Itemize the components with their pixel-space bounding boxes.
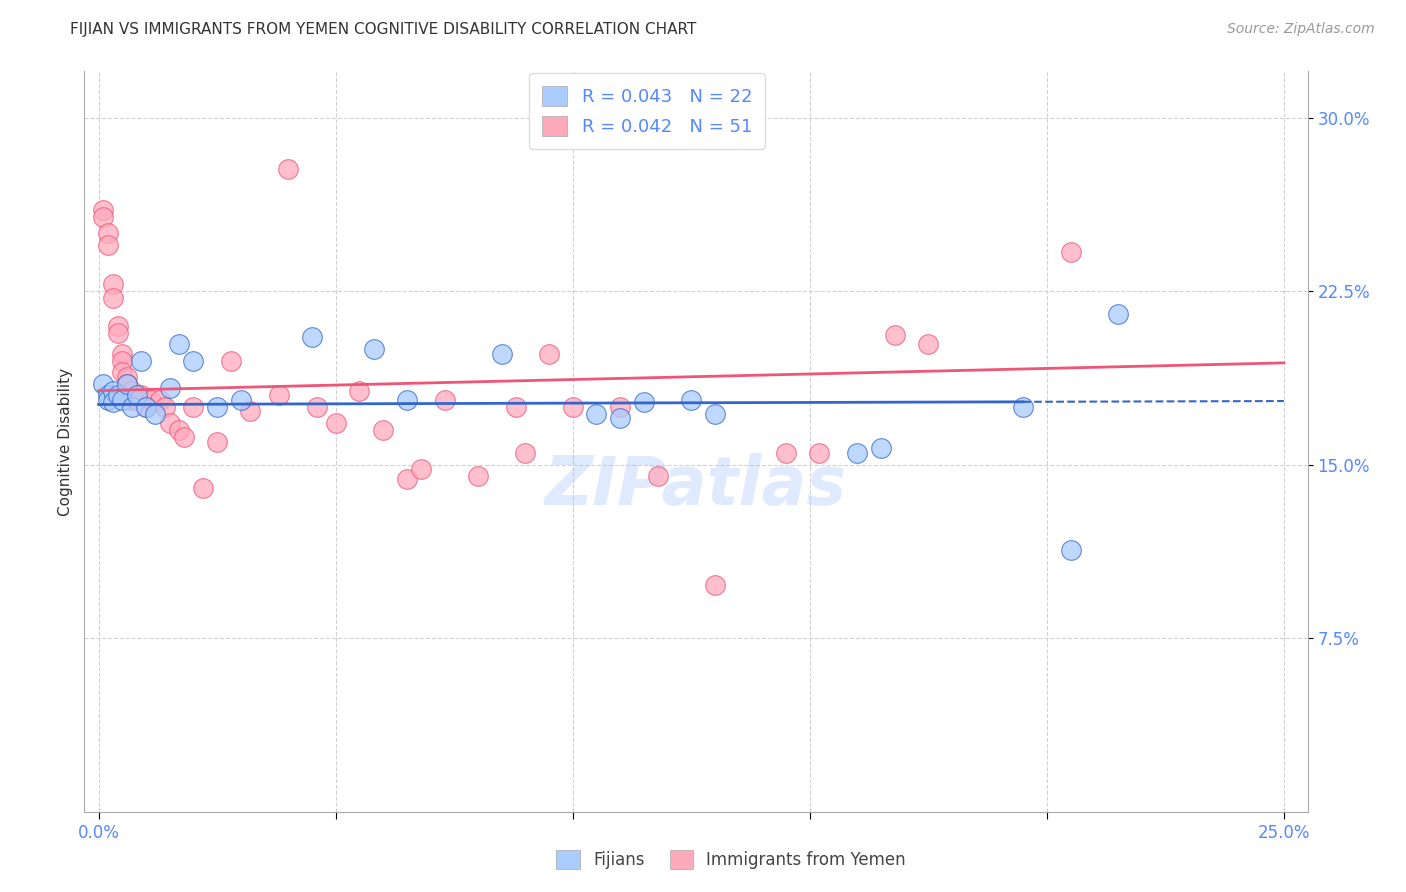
Point <box>107 318 129 333</box>
Point <box>585 407 607 421</box>
Point <box>775 446 797 460</box>
Point <box>537 346 560 360</box>
Point <box>91 376 114 391</box>
Point <box>97 238 120 252</box>
Point <box>115 376 138 391</box>
Point <box>647 469 669 483</box>
Point <box>808 446 831 460</box>
Point <box>149 392 172 407</box>
Point <box>111 392 134 407</box>
Point <box>467 469 489 483</box>
Point <box>515 446 537 460</box>
Point <box>325 416 347 430</box>
Point <box>97 388 120 402</box>
Point <box>135 400 157 414</box>
Point <box>363 342 385 356</box>
Point <box>703 578 725 592</box>
Point <box>681 392 703 407</box>
Point <box>917 337 939 351</box>
Point <box>221 353 243 368</box>
Point <box>101 384 124 398</box>
Point <box>870 442 893 456</box>
Point <box>135 400 157 414</box>
Point <box>139 392 162 407</box>
Point <box>433 392 456 407</box>
Point <box>561 400 583 414</box>
Point <box>409 462 432 476</box>
Point <box>111 353 134 368</box>
Point <box>183 353 205 368</box>
Point <box>1059 543 1081 558</box>
Point <box>1059 244 1081 259</box>
Point <box>101 395 124 409</box>
Point <box>115 369 138 384</box>
Point <box>159 416 181 430</box>
Point <box>159 381 181 395</box>
Point <box>153 400 176 414</box>
Point <box>371 423 394 437</box>
Point <box>633 395 655 409</box>
Point <box>91 203 114 218</box>
Point <box>491 346 513 360</box>
Point <box>395 472 418 486</box>
Point <box>107 326 129 340</box>
Point <box>173 430 195 444</box>
Point <box>846 446 869 460</box>
Point <box>205 434 228 449</box>
Legend: R = 0.043   N = 22, R = 0.042   N = 51: R = 0.043 N = 22, R = 0.042 N = 51 <box>529 73 765 149</box>
Point <box>91 210 114 224</box>
Y-axis label: Cognitive Disability: Cognitive Disability <box>58 368 73 516</box>
Point <box>121 400 143 414</box>
Point <box>107 388 129 402</box>
Point <box>101 277 124 292</box>
Point <box>125 388 148 402</box>
Point <box>609 400 631 414</box>
Point <box>125 392 148 407</box>
Point <box>167 337 190 351</box>
Point <box>145 407 167 421</box>
Point <box>305 400 328 414</box>
Point <box>101 291 124 305</box>
Point <box>349 384 371 398</box>
Point <box>1107 307 1129 321</box>
Point <box>267 388 290 402</box>
Text: FIJIAN VS IMMIGRANTS FROM YEMEN COGNITIVE DISABILITY CORRELATION CHART: FIJIAN VS IMMIGRANTS FROM YEMEN COGNITIV… <box>70 22 697 37</box>
Point <box>277 161 299 176</box>
Point <box>121 392 143 407</box>
Point <box>205 400 228 414</box>
Legend: Fijians, Immigrants from Yemen: Fijians, Immigrants from Yemen <box>547 840 915 880</box>
Point <box>115 376 138 391</box>
Point <box>505 400 527 414</box>
Point <box>703 407 725 421</box>
Text: ZIPatlas: ZIPatlas <box>546 453 846 519</box>
Point <box>97 392 120 407</box>
Point <box>121 384 143 398</box>
Point <box>301 330 323 344</box>
Point <box>229 392 252 407</box>
Point <box>129 388 152 402</box>
Point <box>884 328 907 343</box>
Point <box>395 392 418 407</box>
Point <box>191 481 214 495</box>
Point <box>1012 400 1035 414</box>
Point <box>97 227 120 241</box>
Point <box>111 346 134 360</box>
Text: Source: ZipAtlas.com: Source: ZipAtlas.com <box>1227 22 1375 37</box>
Point <box>167 423 190 437</box>
Point <box>183 400 205 414</box>
Point <box>239 404 262 418</box>
Point <box>609 411 631 425</box>
Point <box>129 353 152 368</box>
Point <box>111 365 134 379</box>
